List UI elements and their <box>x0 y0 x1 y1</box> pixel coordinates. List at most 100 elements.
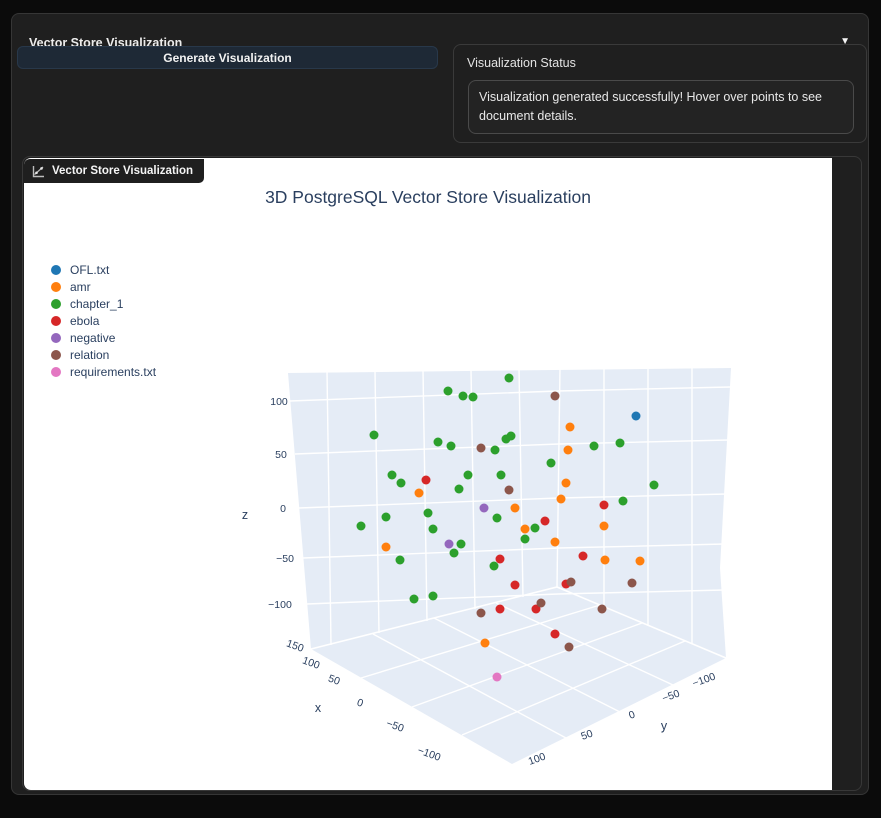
scatter-point[interactable] <box>446 441 456 451</box>
axis-tick-label: 0 <box>355 697 365 710</box>
status-textbox[interactable]: Visualization generated successfully! Ho… <box>468 80 854 134</box>
scatter-point[interactable] <box>536 598 546 608</box>
scatter-point[interactable] <box>627 578 637 588</box>
visualization-status-panel: Visualization Status Visualization gener… <box>453 44 867 143</box>
scatter-point[interactable] <box>564 642 574 652</box>
scatter-point[interactable] <box>395 555 405 565</box>
axis-tick-label: 0 <box>627 708 637 721</box>
legend-item[interactable]: OFL.txt <box>51 261 156 278</box>
scatter-point[interactable] <box>480 638 490 648</box>
scatter-point[interactable] <box>489 561 499 571</box>
axis-tick-label: 50 <box>275 449 287 461</box>
scatter-point[interactable] <box>396 478 406 488</box>
scatter-point[interactable] <box>566 577 576 587</box>
scatter-point[interactable] <box>356 521 366 531</box>
scatter-point[interactable] <box>463 470 473 480</box>
scatter-point[interactable] <box>476 443 486 453</box>
scatter-point[interactable] <box>597 604 607 614</box>
scatter-point[interactable] <box>444 539 454 549</box>
scatter-point[interactable] <box>428 524 438 534</box>
status-label: Visualization Status <box>467 56 576 70</box>
scatter-point[interactable] <box>520 534 530 544</box>
legend-dot <box>51 264 61 275</box>
generate-visualization-button[interactable]: Generate Visualization <box>17 46 438 69</box>
scatter-point[interactable] <box>490 445 500 455</box>
scatter-point[interactable] <box>409 594 419 604</box>
axis-tick-label: 100 <box>527 750 548 767</box>
axis-tick-label: 0 <box>280 503 286 515</box>
scatter-point[interactable] <box>456 539 466 549</box>
scatter-point[interactable] <box>550 629 560 639</box>
scatter-point[interactable] <box>556 494 566 504</box>
app-window: Vector Store Visualization ▼ Generate Vi… <box>11 13 869 795</box>
scatter-point[interactable] <box>369 430 379 440</box>
scatter-point[interactable] <box>381 542 391 552</box>
scatter-point[interactable] <box>530 523 540 533</box>
legend-label: relation <box>70 347 110 362</box>
scatter-point[interactable] <box>468 392 478 402</box>
scatter-point[interactable] <box>449 548 459 558</box>
scatter-point[interactable] <box>618 496 628 506</box>
plot-card: 3D PostgreSQL Vector Store Visualization… <box>24 158 832 790</box>
scatter-point[interactable] <box>414 488 424 498</box>
scatter-point[interactable] <box>540 516 550 526</box>
axis-tick-label: −50 <box>385 717 406 734</box>
scatter-point[interactable] <box>454 484 464 494</box>
scatter-point[interactable] <box>599 521 609 531</box>
scatter-point[interactable] <box>381 512 391 522</box>
scatter-point[interactable] <box>510 503 520 513</box>
scatter-point[interactable] <box>506 431 516 441</box>
axis-tick-label: z <box>242 508 248 522</box>
axis-tick-label: 100 <box>301 655 322 672</box>
scatter-point[interactable] <box>615 438 625 448</box>
scatter-point[interactable] <box>520 524 530 534</box>
scatter-point[interactable] <box>531 604 541 614</box>
scatter-point[interactable] <box>649 480 659 490</box>
scatter-point[interactable] <box>443 386 453 396</box>
scatter-point[interactable] <box>600 555 610 565</box>
scatter-point[interactable] <box>631 411 641 421</box>
legend-item[interactable]: chapter_1 <box>51 295 156 312</box>
scatter-point[interactable] <box>492 672 502 682</box>
scatter-point[interactable] <box>492 513 502 523</box>
scatter-plot-icon <box>32 165 44 177</box>
legend-item[interactable]: relation <box>51 346 156 363</box>
scatter-point[interactable] <box>550 537 560 547</box>
scatter-point[interactable] <box>510 580 520 590</box>
scatter-point[interactable] <box>479 503 489 513</box>
scatter-point[interactable] <box>589 441 599 451</box>
scatter-point[interactable] <box>458 391 468 401</box>
legend-dot <box>51 332 61 343</box>
scatter-point[interactable] <box>428 591 438 601</box>
scatter-point[interactable] <box>635 556 645 566</box>
scatter-point[interactable] <box>496 470 506 480</box>
legend-item[interactable]: amr <box>51 278 156 295</box>
scatter-point[interactable] <box>495 604 505 614</box>
scatter-point[interactable] <box>387 470 397 480</box>
legend-label: chapter_1 <box>70 296 124 311</box>
scatter-point[interactable] <box>563 445 573 455</box>
legend-label: negative <box>70 330 116 345</box>
scatter-point[interactable] <box>550 391 560 401</box>
scatter-point[interactable] <box>565 422 575 432</box>
scatter-point[interactable] <box>599 500 609 510</box>
legend-item[interactable]: negative <box>51 329 156 346</box>
scatter-point[interactable] <box>495 554 505 564</box>
collapse-arrow-icon[interactable]: ▼ <box>840 36 850 47</box>
scatter-point[interactable] <box>561 478 571 488</box>
scatter-point[interactable] <box>546 458 556 468</box>
scatter-point[interactable] <box>578 551 588 561</box>
scatter-point[interactable] <box>504 485 514 495</box>
scatter-point[interactable] <box>476 608 486 618</box>
legend-item[interactable]: ebola <box>51 312 156 329</box>
scatter-point[interactable] <box>423 508 433 518</box>
scatter-point[interactable] <box>504 373 514 383</box>
legend-item[interactable]: requirements.txt <box>51 363 156 380</box>
scatter-point[interactable] <box>421 475 431 485</box>
plot-tab: Vector Store Visualization <box>24 159 205 183</box>
scene-points <box>356 373 659 682</box>
axis-tick-label: −100 <box>416 744 442 763</box>
scatter-point[interactable] <box>433 437 443 447</box>
legend-dot <box>51 281 61 292</box>
legend-dot <box>51 366 61 377</box>
